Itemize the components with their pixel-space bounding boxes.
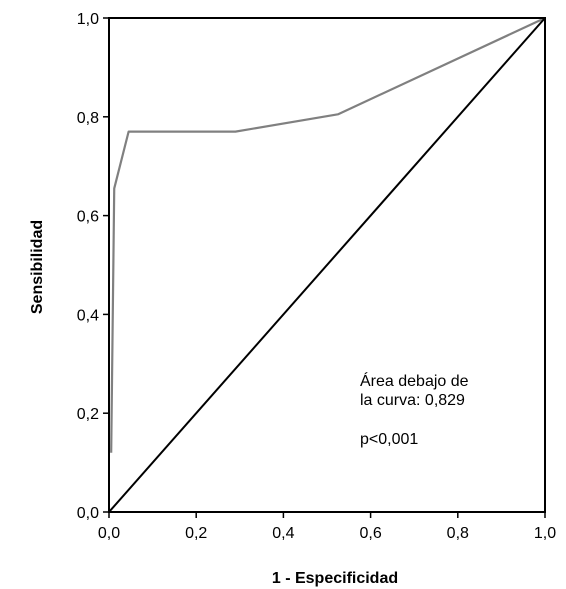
x-tick-label: 0,6 [359, 525, 381, 542]
y-tick-label: 0,8 [77, 110, 99, 127]
roc-curve-line [110, 17, 546, 453]
x-tick-label: 0,2 [185, 525, 207, 542]
x-tick-label: 0,0 [98, 525, 120, 542]
series-layer [108, 17, 546, 513]
x-tick-label: 0,8 [447, 525, 469, 542]
tick-labels: 0,0 0,2 0,4 0,6 0,8 1,0 0,0 0,2 0,4 0,6 0,8 1,0 [77, 11, 556, 542]
x-tick-label: 1,0 [534, 525, 556, 542]
x-axis-title: 1 - Especificidad [272, 570, 398, 587]
y-tick-label: 0,2 [77, 406, 99, 423]
annotations: Área debajo de la curva: 0,829 p<0,001 [360, 371, 469, 448]
reference-diagonal-line [108, 17, 546, 513]
y-axis-title: Sensibilidad [29, 220, 46, 314]
y-tick-label: 1,0 [77, 11, 99, 28]
y-tick-label: 0,6 [77, 209, 99, 226]
y-tick-label: 0,4 [77, 307, 99, 324]
plot-frame [108, 17, 546, 513]
x-tick-label: 0,4 [272, 525, 294, 542]
annotation-text: la curva: 0,829 [360, 392, 465, 409]
y-tick-label: 0,0 [77, 505, 99, 522]
annotation-text: p<0,001 [360, 431, 418, 448]
annotation-text: Área debajo de [360, 371, 469, 390]
